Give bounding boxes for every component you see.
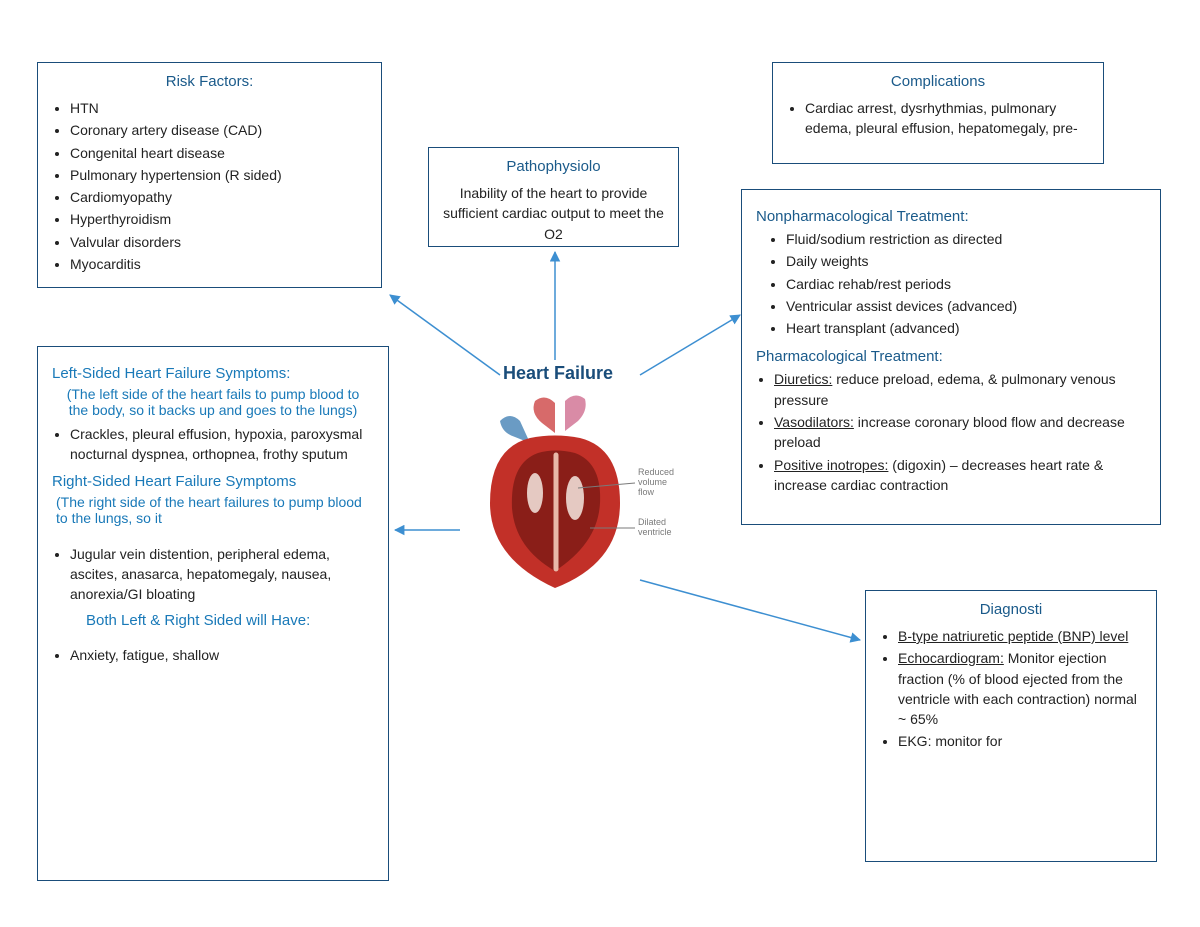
right-symptoms-item: Jugular vein distention, peripheral edem…: [70, 544, 374, 605]
risk-factor-item: Coronary artery disease (CAD): [70, 120, 367, 140]
diagnostics-body: B-type natriuretic peptide (BNP) level E…: [880, 626, 1142, 752]
complications-box: Complications Cardiac arrest, dysrhythmi…: [772, 62, 1104, 164]
heart-diagram: Reduced volume flow Dilated ventricle: [460, 393, 690, 603]
pharm-inotropes: Positive inotropes: (digoxin) – decrease…: [774, 455, 1146, 496]
nonpharm-title: Nonpharmacological Treatment:: [756, 208, 1146, 225]
pharm-diuretics: Diuretics: reduce preload, edema, & pulm…: [774, 369, 1146, 410]
nonpharm-item: Ventricular assist devices (advanced): [786, 296, 1146, 316]
diag-echo: Echocardiogram: Monitor ejection fractio…: [898, 648, 1142, 729]
nonpharm-list: Fluid/sodium restriction as directedDail…: [786, 229, 1146, 338]
pharm-title: Pharmacological Treatment:: [756, 348, 1146, 365]
left-symptoms-title: Left-Sided Heart Failure Symptoms:: [52, 365, 374, 382]
complications-body: Cardiac arrest, dysrhythmias, pulmonary …: [787, 98, 1089, 139]
pathophysiology-body: Inability of the heart to provide suffic…: [443, 183, 664, 244]
complications-item: Cardiac arrest, dysrhythmias, pulmonary …: [805, 98, 1089, 139]
risk-factors-box: Risk Factors: HTNCoronary artery disease…: [37, 62, 382, 288]
center-title: Heart Failure: [503, 363, 613, 384]
right-symptoms-title: Right-Sided Heart Failure Symptoms: [52, 473, 374, 490]
label-reduced-flow: Reduced: [638, 467, 674, 477]
heart-icon: [490, 395, 635, 588]
arrow-to-risk-factors: [390, 295, 500, 375]
left-symptoms-item: Crackles, pleural effusion, hypoxia, par…: [70, 424, 374, 465]
risk-factor-item: HTN: [70, 98, 367, 118]
diagnostics-box: Diagnosti B-type natriuretic peptide (BN…: [865, 590, 1157, 862]
diag-bnp: B-type natriuretic peptide (BNP) level: [898, 626, 1142, 646]
symptoms-box: Left-Sided Heart Failure Symptoms: (The …: [37, 346, 389, 881]
both-symptoms-item: Anxiety, fatigue, shallow: [70, 645, 374, 665]
arrow-to-treatment: [640, 315, 740, 375]
risk-factor-item: Cardiomyopathy: [70, 187, 367, 207]
treatment-box: Nonpharmacological Treatment: Fluid/sodi…: [741, 189, 1161, 525]
pharm-vasodilators: Vasodilators: increase coronary blood fl…: [774, 412, 1146, 453]
risk-factor-item: Congenital heart disease: [70, 143, 367, 163]
risk-factors-body: HTNCoronary artery disease (CAD) Congenit…: [52, 98, 367, 274]
right-symptoms-note: (The right side of the heart failures to…: [56, 494, 364, 526]
pharm-body: Diuretics: reduce preload, edema, & pulm…: [756, 369, 1146, 495]
pathophysiology-title: Pathophysiolo: [443, 158, 664, 175]
risk-factor-item: Pulmonary hypertension (R sided): [70, 165, 367, 185]
nonpharm-body: Fluid/sodium restriction as directedDail…: [756, 229, 1146, 338]
left-symptoms-note: (The left side of the heart fails to pum…: [62, 386, 364, 418]
risk-factor-item: Valvular disorders: [70, 232, 367, 252]
both-symptoms-title: Both Left & Right Sided will Have:: [86, 612, 374, 629]
svg-text:flow: flow: [638, 487, 655, 497]
right-symptoms-body: Jugular vein distention, peripheral edem…: [52, 544, 374, 605]
nonpharm-item: Daily weights: [786, 251, 1146, 271]
both-symptoms-body: Anxiety, fatigue, shallow: [52, 645, 374, 665]
risk-factor-item: Hyperthyroidism: [70, 209, 367, 229]
svg-text:ventricle: ventricle: [638, 527, 672, 537]
risk-factor-item: Myocarditis: [70, 254, 367, 274]
svg-text:volume: volume: [638, 477, 667, 487]
nonpharm-item: Heart transplant (advanced): [786, 318, 1146, 338]
risk-factors-list: HTNCoronary artery disease (CAD) Congenit…: [70, 98, 367, 274]
diag-ekg: EKG: monitor for: [898, 731, 1142, 751]
pathophysiology-box: Pathophysiolo Inability of the heart to …: [428, 147, 679, 247]
label-dilated-ventricle: Dilated: [638, 517, 666, 527]
left-symptoms-body: Crackles, pleural effusion, hypoxia, par…: [52, 424, 374, 465]
nonpharm-item: Fluid/sodium restriction as directed: [786, 229, 1146, 249]
risk-factors-title: Risk Factors:: [52, 73, 367, 90]
nonpharm-item: Cardiac rehab/rest periods: [786, 274, 1146, 294]
diagnostics-title: Diagnosti: [880, 601, 1142, 618]
complications-title: Complications: [787, 73, 1089, 90]
